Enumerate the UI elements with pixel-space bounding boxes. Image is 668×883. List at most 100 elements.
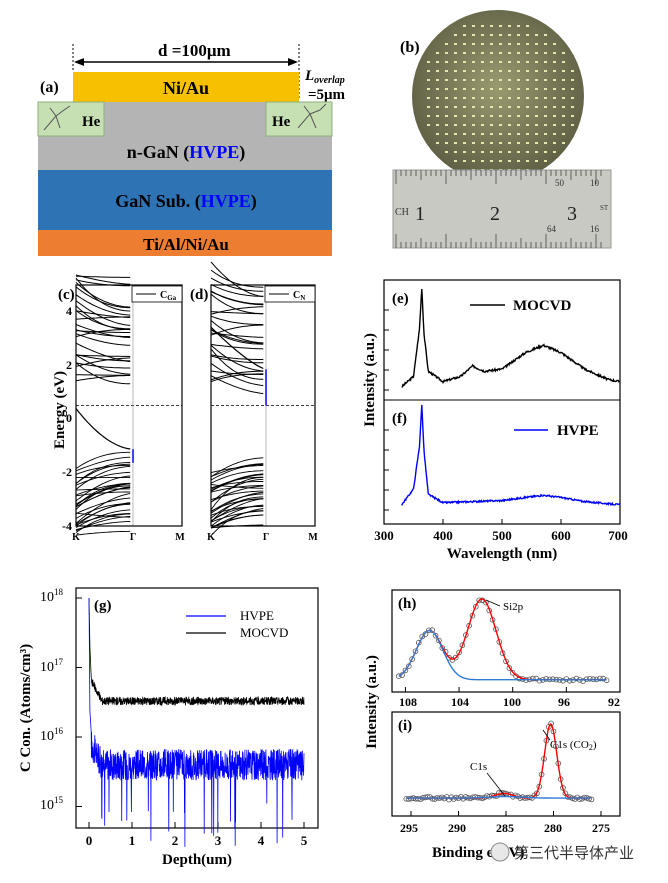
panel-ef-pl-spectra: (e) (f) MOCVD HVPE Intensity (a.u.) 300 … xyxy=(362,279,628,562)
valence-band xyxy=(75,491,131,497)
wafer-die xyxy=(454,142,457,144)
wafer-die xyxy=(490,79,493,81)
wafer-die xyxy=(436,142,439,144)
valence-band xyxy=(210,473,264,492)
xps-i-data-points xyxy=(403,720,595,803)
wafer-die xyxy=(472,124,475,126)
wafer-die xyxy=(427,124,430,126)
wafer-die xyxy=(463,124,466,126)
wafer-die xyxy=(499,133,502,135)
wafer xyxy=(412,10,584,182)
wafer-die xyxy=(490,61,493,63)
wafer-die xyxy=(490,133,493,135)
wafer-die xyxy=(445,61,448,63)
wafer-die xyxy=(481,106,484,108)
wafer-die xyxy=(535,142,538,144)
wafer-die xyxy=(436,124,439,126)
wafer-die xyxy=(544,34,547,36)
ruler-upper-10: 10 xyxy=(590,178,600,188)
band-xtick-c-k: K xyxy=(72,532,80,543)
conduction-band xyxy=(75,274,131,285)
xps-xtick-i-295: 295 xyxy=(400,821,418,835)
wafer-die xyxy=(544,133,547,135)
pl-ticks xyxy=(383,309,621,524)
wafer-die xyxy=(544,124,547,126)
wafer-die xyxy=(508,97,511,99)
wafer-die xyxy=(508,25,511,27)
band-frame-c xyxy=(75,284,183,527)
sims-ytick-15: 1015 xyxy=(40,795,64,813)
width-label: d =100μm xyxy=(158,41,231,60)
wafer-die xyxy=(454,52,457,54)
n-gan-label: n-GaN (HVPE) xyxy=(127,142,246,163)
he-right-label: He xyxy=(272,114,291,130)
conduction-band xyxy=(75,362,131,369)
conduction-band xyxy=(210,354,264,360)
valence-band xyxy=(210,491,264,514)
xps-i-point xyxy=(462,794,469,800)
wafer-die xyxy=(553,70,556,72)
xps-h-point xyxy=(456,649,462,656)
wafer-die xyxy=(499,61,502,63)
wafer-die xyxy=(481,97,484,99)
wafer-die xyxy=(562,142,565,144)
wafer-die xyxy=(535,43,538,45)
sims-xtick-0: 0 xyxy=(86,833,93,848)
conduction-band xyxy=(210,306,264,315)
xps-h-point xyxy=(536,677,543,684)
conduction-band xyxy=(210,320,264,344)
wafer-die xyxy=(499,52,502,54)
ruler xyxy=(392,169,612,249)
wafer-die xyxy=(472,97,475,99)
wafer-die xyxy=(562,106,565,108)
wafer-die xyxy=(454,97,457,99)
wafer-die xyxy=(508,115,511,117)
wafer-die xyxy=(508,133,511,135)
conduction-band xyxy=(75,342,131,363)
xps-xtick-i-290: 290 xyxy=(448,821,466,835)
wafer-die xyxy=(454,124,457,126)
wafer-die xyxy=(463,52,466,54)
wafer-die xyxy=(562,97,565,99)
wafer-die xyxy=(463,61,466,63)
wafer-die xyxy=(490,34,493,36)
wafer-die xyxy=(571,88,574,90)
conduction-band xyxy=(75,323,131,338)
wafer-die xyxy=(454,34,457,36)
wafer-die xyxy=(544,151,547,153)
valence-band xyxy=(75,465,131,490)
gan-substrate-layer xyxy=(38,170,332,230)
sims-xtick-2: 2 xyxy=(172,833,179,848)
wafer-die xyxy=(445,52,448,54)
overlap-value: =5μm xyxy=(308,87,346,103)
watermark-text: 第三代半导体产业 xyxy=(514,844,634,862)
wafer-die xyxy=(454,133,457,135)
wafer-die xyxy=(472,61,475,63)
xps-xtick-i-285: 285 xyxy=(496,821,514,835)
wafer-die xyxy=(427,97,430,99)
wafer-die xyxy=(517,70,520,72)
band-ylabel: Energy (eV) xyxy=(52,371,68,449)
wafer-die xyxy=(508,142,511,144)
pl-hvpe-series xyxy=(401,404,621,507)
ni-au-label: Ni/Au xyxy=(163,78,209,98)
xps-h-component xyxy=(398,629,607,681)
wafer-die xyxy=(508,70,511,72)
pl-xtick-700: 700 xyxy=(608,528,628,543)
xps-xtick-h-104: 104 xyxy=(451,695,469,709)
xps-peak-si2p: Si2p xyxy=(503,601,524,613)
band-xtick-d-g: Γ xyxy=(263,532,269,543)
xps-xtick-h-108: 108 xyxy=(399,695,417,709)
valence-band xyxy=(210,476,264,510)
wafer-die xyxy=(526,151,529,153)
valence-band xyxy=(75,530,131,536)
band-xtick-c-g: Γ xyxy=(130,532,136,543)
valence-band xyxy=(75,497,131,515)
band-xtick-c-m: M xyxy=(175,532,185,543)
sims-mocvd-series xyxy=(88,597,305,707)
conduction-band xyxy=(210,362,264,386)
ruler-ticks xyxy=(395,170,602,248)
wafer-die xyxy=(535,70,538,72)
wafer-die xyxy=(499,151,502,153)
wafer-die xyxy=(526,106,529,108)
